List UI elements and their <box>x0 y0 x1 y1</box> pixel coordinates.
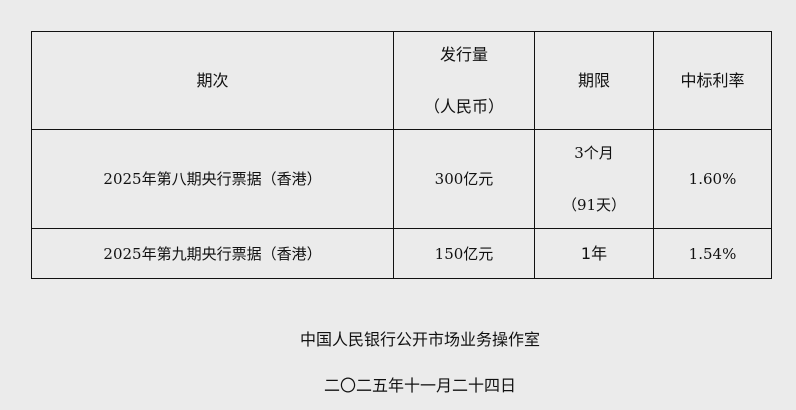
issue-date: 二〇二五年十一月二十四日 <box>323 376 516 395</box>
bill-issuance-table: 期次 发行量 （人民币） 期限 中标利率 2025年第八期央行票据（香港） 300… <box>31 31 772 279</box>
header-amount: 发行量 （人民币） <box>393 31 535 130</box>
issue-amount: 150亿元 <box>393 228 535 279</box>
issue-term: 1年 <box>534 228 654 279</box>
table-row: 2025年第八期央行票据（香港） 300亿元 3个月 （91天） 1.60% <box>31 129 772 229</box>
term-line1: 3个月 <box>574 144 614 162</box>
header-issue: 期次 <box>31 31 394 130</box>
header-rate: 中标利率 <box>653 31 772 130</box>
table-row: 2025年第九期央行票据（香港） 150亿元 1年 1.54% <box>31 228 772 279</box>
issue-rate: 1.54% <box>653 228 772 279</box>
issue-rate: 1.60% <box>653 129 772 229</box>
header-amount-line1: 发行量 <box>439 44 488 64</box>
header-term: 期限 <box>534 31 654 130</box>
issue-name: 2025年第九期央行票据（香港） <box>31 228 394 279</box>
term-line2: （91天） <box>561 196 627 214</box>
issue-name: 2025年第八期央行票据（香港） <box>31 129 394 229</box>
issue-term: 3个月 （91天） <box>534 129 654 229</box>
table-header-row: 期次 发行量 （人民币） 期限 中标利率 <box>31 31 772 130</box>
header-amount-line2: （人民币） <box>423 96 504 116</box>
issuer-signature: 中国人民银行公开市场业务操作室 <box>299 330 540 349</box>
issue-amount: 300亿元 <box>393 129 535 229</box>
